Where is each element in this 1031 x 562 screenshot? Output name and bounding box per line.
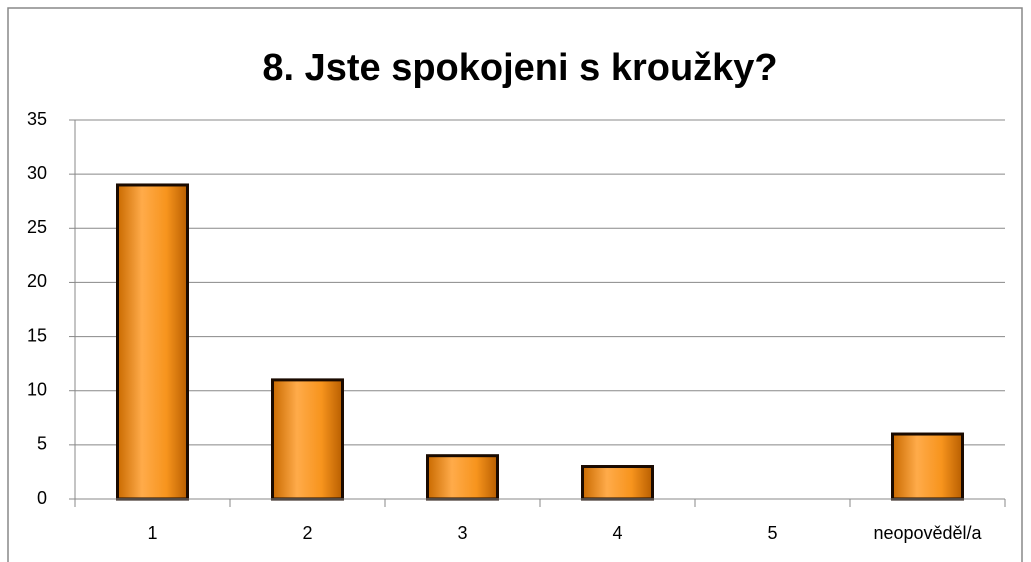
x-tick-label: 5: [767, 523, 777, 543]
bar: [116, 183, 189, 501]
x-tick-label: neopověděl/a: [873, 523, 982, 543]
x-tick-label: 3: [457, 523, 467, 543]
y-tick-label: 35: [27, 109, 47, 129]
chart-frame: [7, 7, 1023, 562]
y-tick-label: 0: [37, 488, 47, 508]
bar: [581, 465, 654, 501]
y-tick-label: 5: [37, 434, 47, 454]
bar: [426, 454, 499, 501]
y-tick-label: 25: [27, 217, 47, 237]
y-tick-label: 20: [27, 271, 47, 291]
x-tick-label: 1: [147, 523, 157, 543]
x-tick-label: 2: [302, 523, 312, 543]
bar: [891, 432, 964, 501]
y-tick-label: 30: [27, 163, 47, 183]
y-tick-label: 10: [27, 379, 47, 399]
y-tick-label: 15: [27, 325, 47, 345]
chart-title: 8. Jste spokojeni s kroužky?: [262, 47, 777, 89]
x-tick-label: 4: [612, 523, 622, 543]
bar: [271, 378, 344, 501]
